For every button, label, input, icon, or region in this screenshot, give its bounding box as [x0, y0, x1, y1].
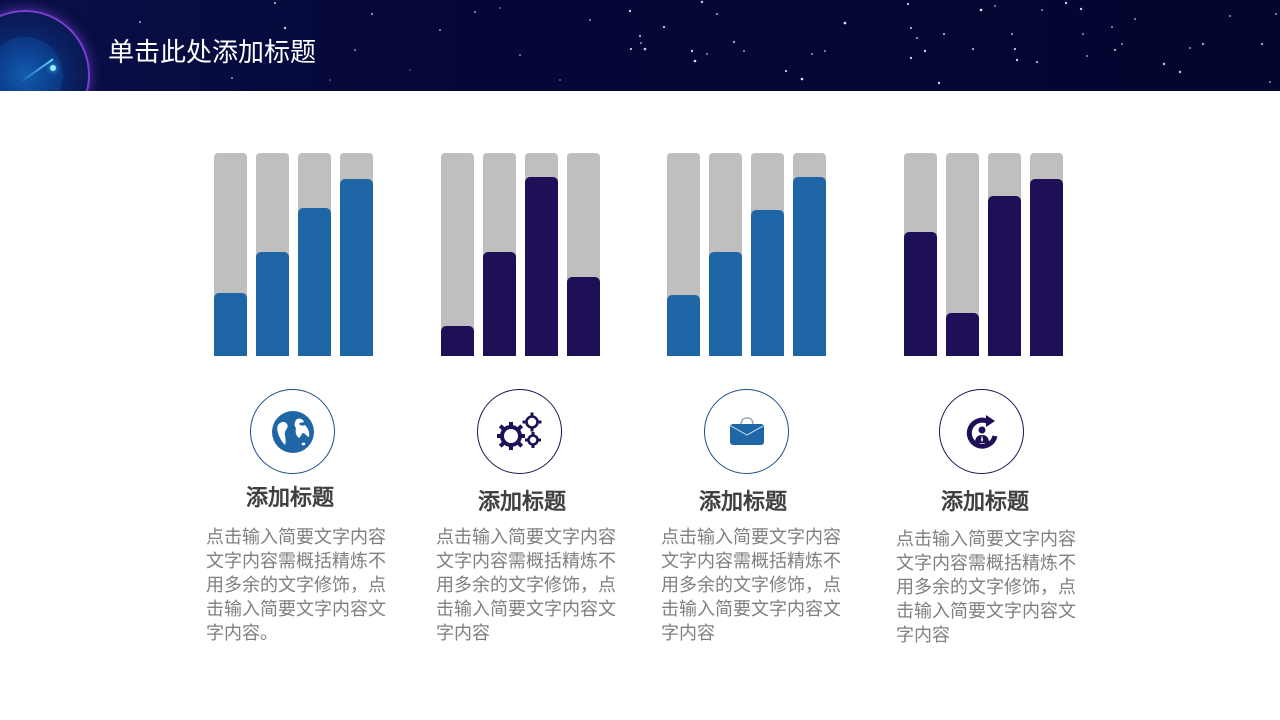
- bar-track: [525, 153, 558, 356]
- bar-fill: [441, 325, 474, 356]
- bar-track: [483, 153, 516, 356]
- bar-fill: [946, 313, 979, 356]
- bar-fill: [340, 179, 373, 356]
- column-heading-2[interactable]: 添加标题: [477, 490, 566, 515]
- bar-fill: [214, 293, 247, 356]
- column-heading-1[interactable]: 添加标题: [245, 486, 334, 511]
- globe-icon: [271, 410, 314, 453]
- gears-icon-badge: [477, 389, 562, 474]
- column-heading-3[interactable]: 添加标题: [698, 490, 787, 515]
- header-banner: 单击此处添加标题: [0, 0, 1280, 91]
- bar-track: [988, 153, 1021, 356]
- bar-track: [298, 153, 331, 356]
- column-body-2[interactable]: 点击输入简要文字内容文字内容需概括精炼不用多余的文字修饰，点击输入简要文字内容文…: [436, 527, 616, 644]
- column-body-1[interactable]: 点击输入简要文字内容文字内容需概括精炼不用多余的文字修饰，点击输入简要文字内容文…: [206, 527, 386, 644]
- bar-chart-3: [667, 153, 827, 356]
- bar-fill: [709, 252, 742, 356]
- bar-fill: [483, 252, 516, 356]
- bar-track: [904, 153, 937, 356]
- bar-fill: [256, 252, 289, 356]
- bar-fill: [988, 195, 1021, 356]
- page-title[interactable]: 单击此处添加标题: [108, 38, 317, 68]
- bar-fill: [904, 232, 937, 356]
- bar-track: [340, 153, 373, 356]
- bar-fill: [751, 209, 784, 356]
- bar-track: [1030, 153, 1063, 356]
- column-body-4[interactable]: 点击输入简要文字内容文字内容需概括精炼不用多余的文字修饰，点击输入简要文字内容文…: [896, 529, 1076, 646]
- bar-track: [256, 153, 289, 356]
- bar-fill: [667, 295, 700, 356]
- bar-fill: [298, 207, 331, 356]
- briefcase-icon: [729, 416, 764, 445]
- bar-track: [946, 153, 979, 356]
- bar-track: [214, 153, 247, 356]
- bar-track: [567, 153, 600, 356]
- user-refresh-icon: [966, 414, 997, 449]
- briefcase-icon-badge: [704, 389, 789, 474]
- bar-fill: [793, 177, 826, 356]
- bar-fill: [1030, 179, 1063, 356]
- bar-track: [793, 153, 826, 356]
- bar-track: [709, 153, 742, 356]
- bar-chart-4: [904, 153, 1064, 356]
- starfield-background: [19, 0, 1277, 85]
- column-body-3[interactable]: 点击输入简要文字内容文字内容需概括精炼不用多余的文字修饰，点击输入简要文字内容文…: [661, 527, 841, 644]
- bar-chart-1: [214, 153, 374, 356]
- user-refresh-icon-badge: [939, 389, 1024, 474]
- globe-icon-badge: [250, 389, 335, 474]
- column-heading-4[interactable]: 添加标题: [940, 490, 1029, 515]
- bar-fill: [525, 177, 558, 356]
- bar-chart-2: [441, 153, 601, 356]
- gears-icon: [496, 412, 541, 450]
- bar-track: [667, 153, 700, 356]
- bar-track: [751, 153, 784, 356]
- bar-track: [441, 153, 474, 356]
- bar-fill: [567, 276, 600, 356]
